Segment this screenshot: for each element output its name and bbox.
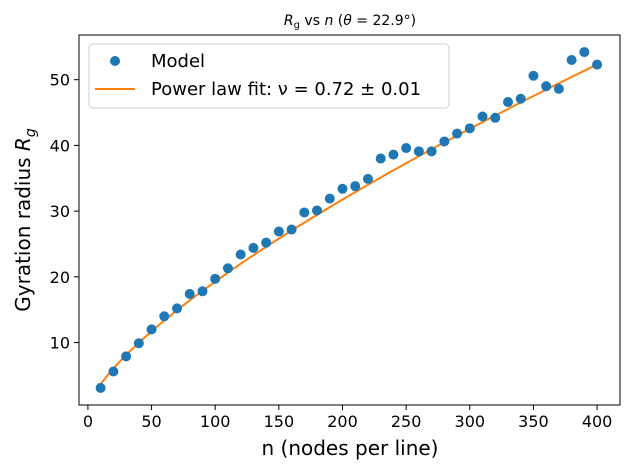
data-point [273, 226, 284, 237]
x-tick-label: 150 [264, 412, 295, 431]
x-tick-label: 100 [200, 412, 231, 431]
y-tick-label: 40 [50, 136, 70, 155]
y-tick-label: 20 [50, 268, 70, 287]
data-point [159, 311, 170, 322]
data-point [375, 153, 386, 164]
data-point [121, 351, 132, 362]
data-point [197, 286, 208, 297]
data-point [388, 149, 399, 160]
data-point [426, 146, 437, 157]
data-point [452, 128, 463, 139]
data-point [413, 146, 424, 157]
data-point [464, 123, 475, 134]
y-axis: 10 20 30 40 50 [50, 71, 79, 353]
data-point [299, 207, 310, 218]
data-point [579, 47, 590, 58]
x-tick-label: 50 [141, 412, 161, 431]
data-point [133, 338, 144, 349]
legend-box [88, 43, 450, 109]
x-tick-label: 300 [455, 412, 486, 431]
data-point [350, 181, 361, 192]
data-point [172, 303, 183, 314]
y-tick-label: 10 [50, 334, 70, 353]
data-point [515, 93, 526, 104]
data-point [541, 81, 552, 92]
fit-line [99, 63, 598, 385]
legend-model-label: Model [151, 51, 205, 72]
x-tick-label: 200 [327, 412, 358, 431]
y-axis-label: Gyration radius Rg [11, 128, 39, 312]
data-point [490, 112, 501, 123]
data-point [566, 54, 577, 65]
data-point [235, 249, 246, 260]
data-point [261, 237, 272, 248]
data-point [439, 136, 450, 147]
data-point [401, 143, 412, 154]
x-tick-label: 350 [518, 412, 549, 431]
data-point [95, 382, 106, 393]
x-tick-label: 400 [582, 412, 613, 431]
legend: Model Power law fit: ν = 0.72 ± 0.01 [88, 43, 450, 109]
data-point [592, 59, 603, 70]
x-tick-label: 0 [83, 412, 93, 431]
data-point [222, 263, 233, 274]
x-axis: 0 50 100 150 200 250 300 350 400 [83, 405, 613, 431]
data-point [362, 173, 373, 184]
data-point [324, 193, 335, 204]
data-point [248, 242, 259, 253]
data-point [312, 205, 323, 216]
data-point [286, 224, 297, 235]
data-point [502, 97, 513, 108]
legend-model-marker [110, 56, 120, 66]
chart-title: Rg vs n (θ = 22.9°) [284, 13, 416, 31]
y-tick-label: 30 [50, 202, 70, 221]
legend-fit-label: Power law fit: ν = 0.72 ± 0.01 [151, 79, 421, 100]
data-point [184, 288, 195, 299]
data-point [553, 83, 564, 94]
x-tick-label: 250 [391, 412, 422, 431]
y-tick-label: 50 [50, 71, 70, 90]
data-point [108, 366, 119, 377]
model-points [95, 47, 603, 393]
data-point [477, 111, 488, 122]
data-point [337, 183, 348, 194]
data-point [146, 324, 157, 335]
data-point [210, 273, 221, 284]
data-point [528, 70, 539, 81]
x-axis-label: n (nodes per line) [261, 436, 438, 460]
